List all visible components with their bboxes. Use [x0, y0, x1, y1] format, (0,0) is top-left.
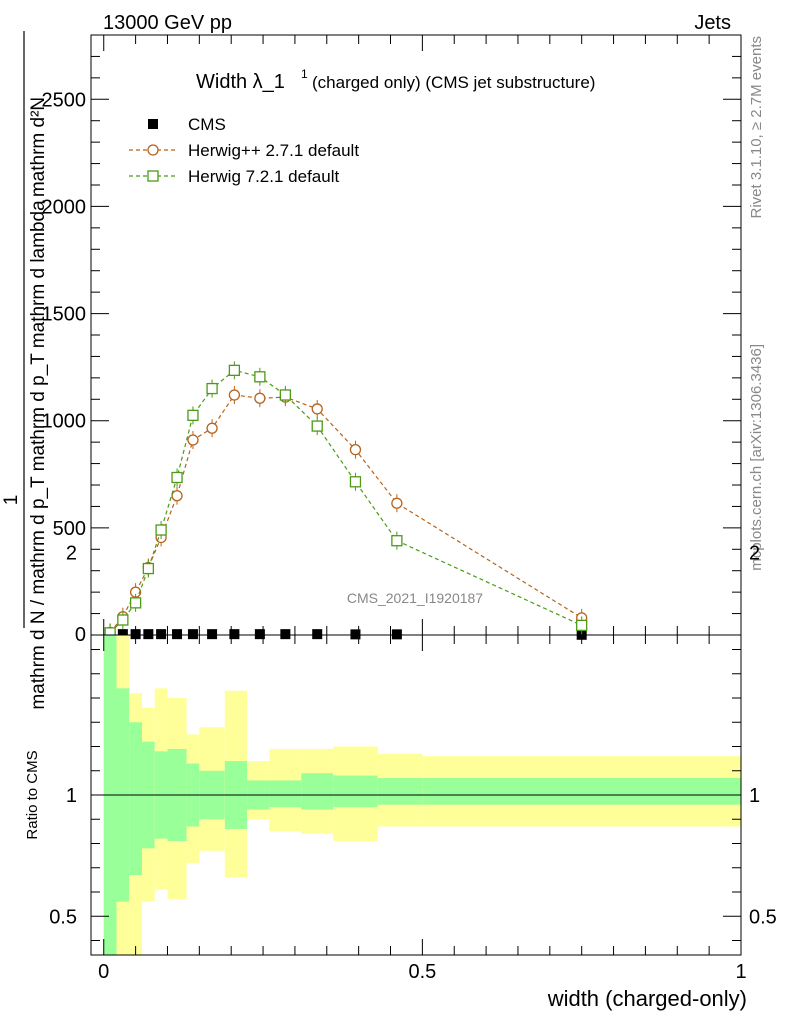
data-point-cms: [156, 629, 167, 640]
chart-title-sup: 1: [301, 67, 308, 81]
data-point-cms: [229, 629, 240, 640]
x-tick-label: 0.5: [408, 961, 436, 983]
data-point-herwigpp: [187, 434, 199, 446]
y-label-top: mathrm d²N: [28, 97, 49, 197]
data-point-herwig7: [142, 562, 155, 575]
data-point-cms: [207, 629, 218, 640]
data-point-cms: [391, 629, 402, 640]
data-point-cms: [187, 629, 198, 640]
x-tick-label: 1: [735, 961, 746, 983]
rivet-label: Rivet 3.1.10, ≥ 2.7M events: [748, 36, 765, 219]
ratio-y-tick-label-left: 1: [66, 785, 77, 807]
data-point-cms: [143, 629, 154, 640]
data-point-cms: [280, 629, 291, 640]
data-point-herwig7: [349, 476, 362, 488]
header-left: 13000 GeV pp: [103, 12, 232, 34]
data-point-cms: [350, 629, 361, 640]
mcplots-label: mcplots.cern.ch [arXiv:1306.3436]: [748, 344, 765, 571]
inner-uncertainty-band: [333, 775, 378, 808]
data-point-herwig7: [254, 371, 266, 383]
x-axis-label: width (charged-only): [547, 986, 747, 1011]
y-tick-label: 500: [53, 518, 86, 540]
data-point-cms: [172, 629, 183, 640]
legend-marker-cms: [148, 119, 158, 129]
analysis-watermark: CMS_2021_I1920187: [347, 590, 483, 606]
data-point-herwigpp: [171, 490, 183, 502]
ratio-axis-ticks: [91, 635, 742, 955]
legend-label: Herwig++ 2.7.1 default: [188, 141, 359, 160]
data-point-herwig7: [155, 524, 167, 536]
y-tick-label: 0: [75, 624, 86, 646]
legend: CMS Herwig++ 2.7.1 default Herwig 7.2.1 de…: [129, 115, 359, 186]
data-point-herwig7: [129, 597, 142, 609]
data-point-herwigpp: [349, 443, 362, 456]
data-point-cms: [117, 629, 128, 640]
data-point-herwigpp: [254, 392, 266, 404]
legend-marker-herwig7: [147, 170, 159, 182]
data-point-herwigpp: [391, 497, 403, 509]
data-point-herwig7: [187, 409, 199, 422]
ratio-panel: 0.5 0.51 12 2 0 0.5 1 Ratio to CMS width (cha…: [24, 543, 777, 1012]
ratio-y-axis-label: Ratio to CMS: [24, 750, 41, 839]
data-point-cms: [312, 629, 323, 640]
data-point-herwig7: [117, 614, 129, 626]
y-tick-label: 2000: [42, 196, 87, 218]
data-point-herwigpp: [311, 403, 323, 415]
main-panel: 500 1000 1500 2000 2500 0 Width λ_1 1 (charge…: [1, 31, 742, 710]
x-tick-labels: 0 0.5 1: [98, 961, 746, 983]
data-point-herwig7: [576, 619, 588, 632]
data-point-herwig7: [228, 364, 241, 377]
chart-title-main: Width λ_1: [196, 71, 285, 93]
legend-marker-herwigpp: [147, 144, 159, 156]
legend-label: Herwig 7.2.1 default: [188, 167, 339, 186]
y-tick-label: 1500: [42, 304, 87, 326]
y-tick-label: 2500: [42, 89, 87, 111]
inner-uncertainty-band: [269, 780, 302, 808]
ratio-y-tick-label-right: 1: [749, 785, 760, 807]
y-tick-label: 1000: [42, 411, 87, 433]
data-point-herwig7: [311, 420, 323, 432]
data-point-cms: [254, 629, 265, 640]
ratio-y-tick-label-left: 0.5: [49, 906, 77, 928]
inner-uncertainty-band: [301, 773, 334, 810]
data-point-herwigpp: [206, 422, 218, 434]
x-tick-label: 0: [98, 961, 109, 983]
main-axis-ticks: [91, 34, 742, 636]
ratio-y-tick-label-right: 0.5: [749, 906, 777, 928]
header-right: Jets: [694, 12, 731, 34]
chart-title-rest: (charged only) (CMS jet substructure): [312, 73, 595, 92]
y-label-bottom: mathrm d N / mathrm d p_T mathrm d p_T m…: [28, 200, 49, 710]
data-point-herwig7: [279, 389, 292, 401]
ratio-y-tick-labels: 0.5 0.5 1 1 2 2: [49, 543, 777, 929]
legend-label: CMS: [188, 115, 226, 134]
inner-uncertainty-band: [422, 778, 741, 805]
inner-uncertainty-band: [129, 722, 142, 876]
ratio-y-tick-label-left: 2: [66, 543, 77, 565]
data-point-cms: [130, 629, 141, 640]
data-point-herwig7: [171, 471, 183, 484]
data-point-herwig7: [206, 382, 218, 395]
inner-uncertainty-band: [377, 778, 423, 805]
data-point-herwigpp: [228, 389, 241, 401]
y-label-numerator: 1: [1, 495, 22, 506]
main-y-axis-label: mathrm d²N 1 mathrm d N / mathrm d p_T m…: [1, 31, 49, 710]
main-y-tick-labels: 500 1000 1500 2000 2500 0: [42, 89, 87, 646]
data-point-herwig7: [391, 535, 403, 547]
ratio-y-tick-label-right: 2: [749, 543, 760, 565]
